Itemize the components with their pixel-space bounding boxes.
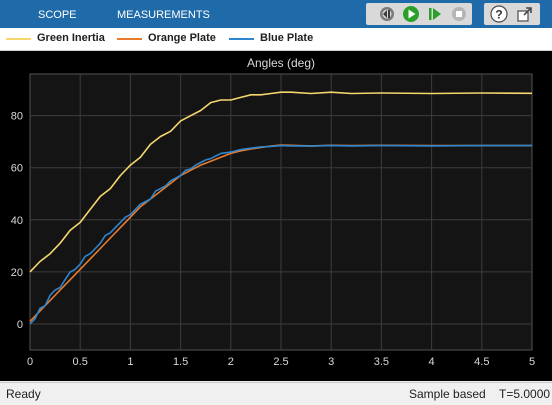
tab-measurements[interactable]: MEASUREMENTS: [117, 9, 210, 21]
window-controls: ?: [484, 3, 540, 25]
x-tick-label: 0: [27, 356, 33, 368]
tab-scope[interactable]: SCOPE: [38, 9, 77, 21]
x-tick-label: 1: [127, 356, 133, 368]
status-ready: Ready: [6, 387, 41, 401]
step-forward-icon[interactable]: [424, 3, 446, 25]
x-tick-label: 3: [328, 356, 334, 368]
stop-icon[interactable]: [448, 3, 470, 25]
x-tick-label: 1.5: [173, 356, 188, 368]
chart-title: Angles (deg): [247, 56, 315, 70]
svg-text:?: ?: [495, 8, 502, 22]
run-icon[interactable]: [400, 3, 422, 25]
x-tick-label: 3.5: [374, 356, 389, 368]
legend-swatch: [117, 38, 142, 40]
undock-icon[interactable]: [514, 3, 536, 25]
y-tick-label: 20: [11, 267, 23, 279]
x-tick-label: 4.5: [474, 356, 489, 368]
x-tick-label: 2.5: [273, 356, 288, 368]
status-mode: Sample based: [409, 387, 486, 401]
grid: [30, 74, 532, 350]
angles-chart[interactable]: Angles (deg) 0 0.5 1 1.5 2 2.5 3 3.5 4 4.5 5 0 20 40 6…: [0, 51, 552, 381]
x-tick-label: 0.5: [73, 356, 88, 368]
green-inertia-line: [29, 91, 533, 273]
legend-label: Green Inertia: [37, 32, 105, 44]
y-tick-label: 60: [11, 163, 23, 175]
x-tick-label: 5: [529, 356, 535, 368]
x-tick-label: 2: [228, 356, 234, 368]
toolstrip: SCOPE MEASUREMENTS: [0, 0, 552, 28]
status-bar: Ready Sample based T=5.0000: [0, 382, 552, 405]
tick-labels: 0 0.5 1 1.5 2 2.5 3 3.5 4 4.5 5 0 20 40 60 80: [11, 111, 535, 368]
simulation-controls: [366, 3, 472, 25]
step-back-icon[interactable]: [376, 3, 398, 25]
legend: Green Inertia Orange Plate Blue Plate: [0, 28, 552, 51]
legend-label: Orange Plate: [148, 32, 216, 44]
help-icon[interactable]: ?: [488, 3, 510, 25]
blue-plate-line: [29, 144, 532, 325]
legend-swatch: [6, 38, 31, 40]
x-tick-label: 4: [429, 356, 435, 368]
legend-swatch: [229, 38, 254, 40]
y-tick-label: 40: [11, 215, 23, 227]
status-time: T=5.0000: [499, 387, 551, 401]
series-lines: [29, 91, 533, 325]
plot-area: Angles (deg) 0 0.5 1 1.5 2 2.5 3 3.5 4 4.5 5 0 20 40 6…: [0, 51, 552, 381]
y-tick-label: 0: [17, 319, 23, 331]
y-tick-label: 80: [11, 111, 23, 123]
legend-label: Blue Plate: [260, 32, 314, 44]
